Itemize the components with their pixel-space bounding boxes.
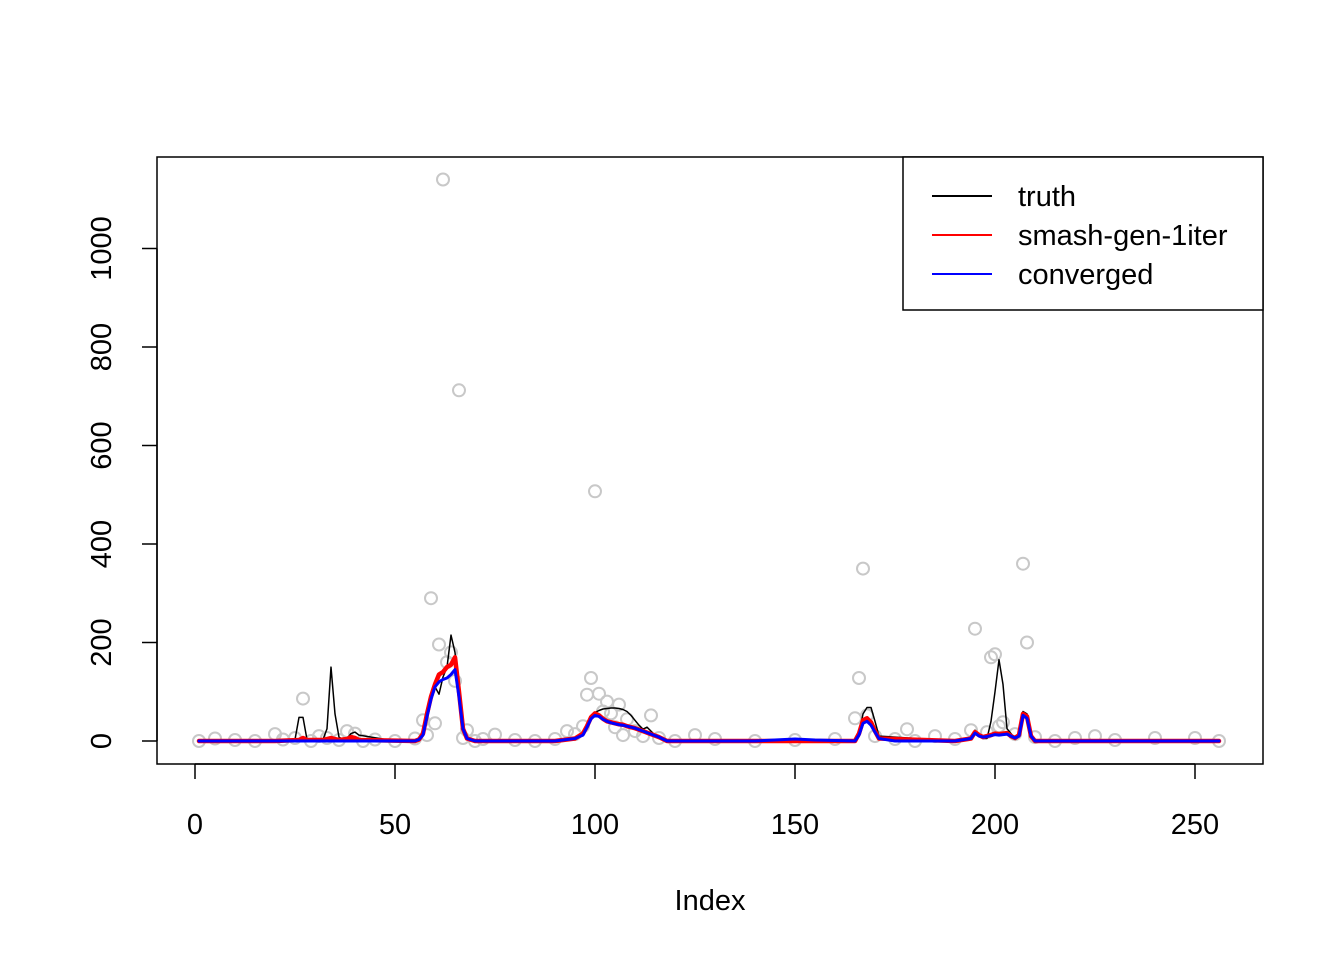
series-line-converged [197,668,1221,743]
data-point [996,715,1010,730]
y-tick-label: 800 [86,323,118,371]
x-tick-label: 200 [971,809,1019,841]
data-point [856,561,870,576]
data-point [988,647,1002,662]
data-point [428,716,442,731]
data-point [616,728,630,743]
legend-label: truth [1018,181,1076,213]
data-point [900,722,914,737]
data-point [852,671,866,685]
data-point [424,591,438,606]
data-point [208,731,222,746]
series-lines [196,634,1222,744]
legend-box [902,156,1264,311]
data-point [644,708,658,723]
data-point [984,650,998,665]
data-point [1068,731,1082,745]
data-point [444,645,458,660]
x-axis-title: Index [675,885,746,917]
y-tick-label: 1000 [86,216,118,281]
data-point [584,671,598,685]
data-point [592,686,606,701]
legend-entries: truth smash-gen-1iter converged [932,181,1228,291]
x-axis: 0 50 100 150 200 250 [187,763,1219,841]
data-point [296,691,310,706]
x-tick-label: 0 [187,809,203,841]
y-axis: 0 200 400 600 800 1000 [86,216,158,749]
x-tick-label: 50 [379,809,411,841]
data-point [612,697,626,712]
data-point [452,383,466,398]
x-tick-label: 100 [571,809,619,841]
data-point [1016,556,1030,571]
data-point [968,621,982,636]
y-tick-label: 0 [86,733,118,749]
legend-label: converged [1018,259,1153,291]
legend: truth smash-gen-1iter converged [902,156,1264,311]
y-tick-label: 200 [86,618,118,666]
data-point [432,637,446,652]
data-point [436,172,450,187]
data-point [560,724,574,739]
x-tick-label: 150 [771,809,819,841]
data-point [1188,731,1202,745]
x-tick-label: 250 [1171,809,1219,841]
y-tick-label: 400 [86,520,118,568]
data-point [1148,731,1162,745]
data-point [588,484,602,499]
data-point [1020,635,1034,650]
y-tick-label: 600 [86,421,118,469]
legend-label: smash-gen-1iter [1018,220,1228,252]
